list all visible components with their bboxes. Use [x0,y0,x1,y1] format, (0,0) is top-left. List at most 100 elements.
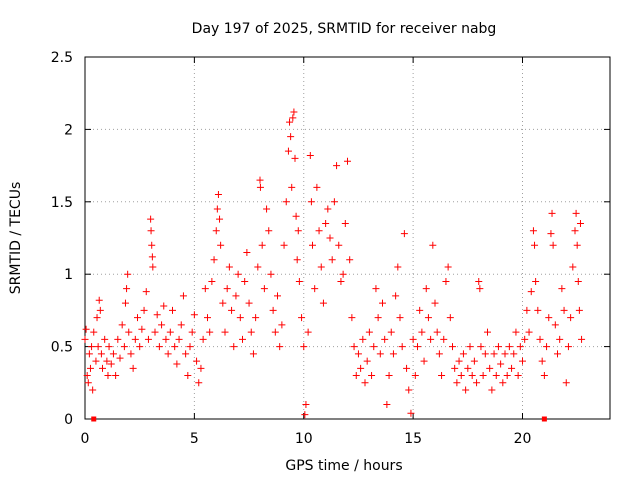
data-point [405,386,413,394]
data-point [435,350,443,358]
data-point [492,372,500,380]
data-point [346,256,354,264]
data-point [574,277,582,285]
data-point [521,335,529,343]
data-point [85,350,93,358]
data-point [385,372,393,380]
data-point [212,227,220,235]
data-point [300,343,308,351]
data-point [123,285,131,293]
data-point [142,288,150,296]
data-point [370,343,378,351]
data-point [324,205,332,213]
data-point [294,227,302,235]
data-point [162,335,170,343]
data-point [282,198,290,206]
data-point [190,311,198,319]
data-point [97,350,105,358]
data-point [481,350,489,358]
data-point [433,328,441,336]
data-point [431,299,439,307]
data-point [258,241,266,249]
data-point [499,379,507,387]
data-point [179,292,187,300]
data-point [372,285,380,293]
data-point [144,335,152,343]
data-point [468,372,476,380]
data-point [484,328,491,336]
data-point [503,372,511,380]
data-point [82,325,90,333]
data-point [92,357,100,365]
data-point [158,321,166,329]
data-point [223,285,231,293]
data-point [114,335,122,343]
data-point [549,241,557,249]
y-tick-label: 2.5 [51,50,73,66]
data-point [532,277,540,285]
data-point [160,302,168,310]
data-point [462,386,470,394]
data-point [260,285,268,293]
data-point [512,328,520,336]
data-point [569,263,577,271]
data-point [120,343,128,351]
data-point [536,335,544,343]
data-point [365,328,373,336]
data-point [276,343,284,351]
data-point [396,314,404,322]
y-tick-label: 0.5 [51,340,73,356]
data-point [103,357,111,365]
data-point [265,227,273,235]
data-point [477,343,485,351]
data-point [293,256,301,264]
data-point [486,364,494,372]
data-point [195,379,203,387]
data-point [418,328,426,336]
data-point [470,357,478,365]
data-point [140,306,148,314]
data-point [271,328,279,336]
data-point [540,372,548,380]
data-point [531,241,539,249]
data-point [298,314,306,322]
data-point [290,108,298,116]
data-point [411,372,419,380]
data-point [420,357,428,365]
data-point [302,401,310,409]
y-axis-ticks: 0 0.5 1 1.5 2 2.5 [51,50,610,428]
data-point [374,314,382,322]
x-tick-label: 15 [404,431,422,447]
data-point [446,314,454,322]
data-point [288,183,296,191]
data-point [118,321,126,329]
data-point [252,314,260,322]
data-point [245,299,253,307]
data-point [488,386,496,394]
data-point [368,372,376,380]
data-point [523,306,531,314]
data-point [505,343,513,351]
data-point [309,241,316,249]
data-point [148,241,156,249]
data-point [339,270,347,278]
data-point [545,314,553,322]
x-axis-ticks: 0 5 10 15 20 [81,57,531,447]
data-point [217,241,225,249]
data-point [562,379,570,387]
data-point [86,364,94,372]
data-point [422,285,430,293]
data-point [328,256,336,264]
data-point [551,321,559,329]
data-point [151,328,159,336]
data-point [131,335,139,343]
data-point [304,328,312,336]
data-point [105,343,113,351]
data-point [464,364,472,372]
data-points [81,108,586,419]
data-point [543,343,551,351]
data-point [193,357,201,365]
data-point [107,360,115,368]
data-point [510,350,518,358]
data-point [124,270,132,278]
